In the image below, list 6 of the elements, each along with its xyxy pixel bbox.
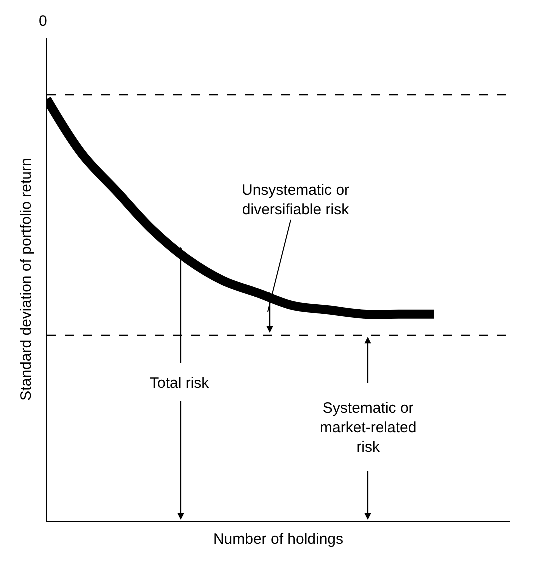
text: 0 <box>39 13 48 30</box>
annotation: Systematic or market-related risk <box>320 400 417 456</box>
annotation: Unsystematic or diversifiable risk <box>242 182 350 218</box>
annotation: Total risk <box>150 375 210 392</box>
y-axis-title: Standard deviation of portfolio return <box>18 158 36 401</box>
x-axis-title: Number of holdings <box>213 531 344 548</box>
